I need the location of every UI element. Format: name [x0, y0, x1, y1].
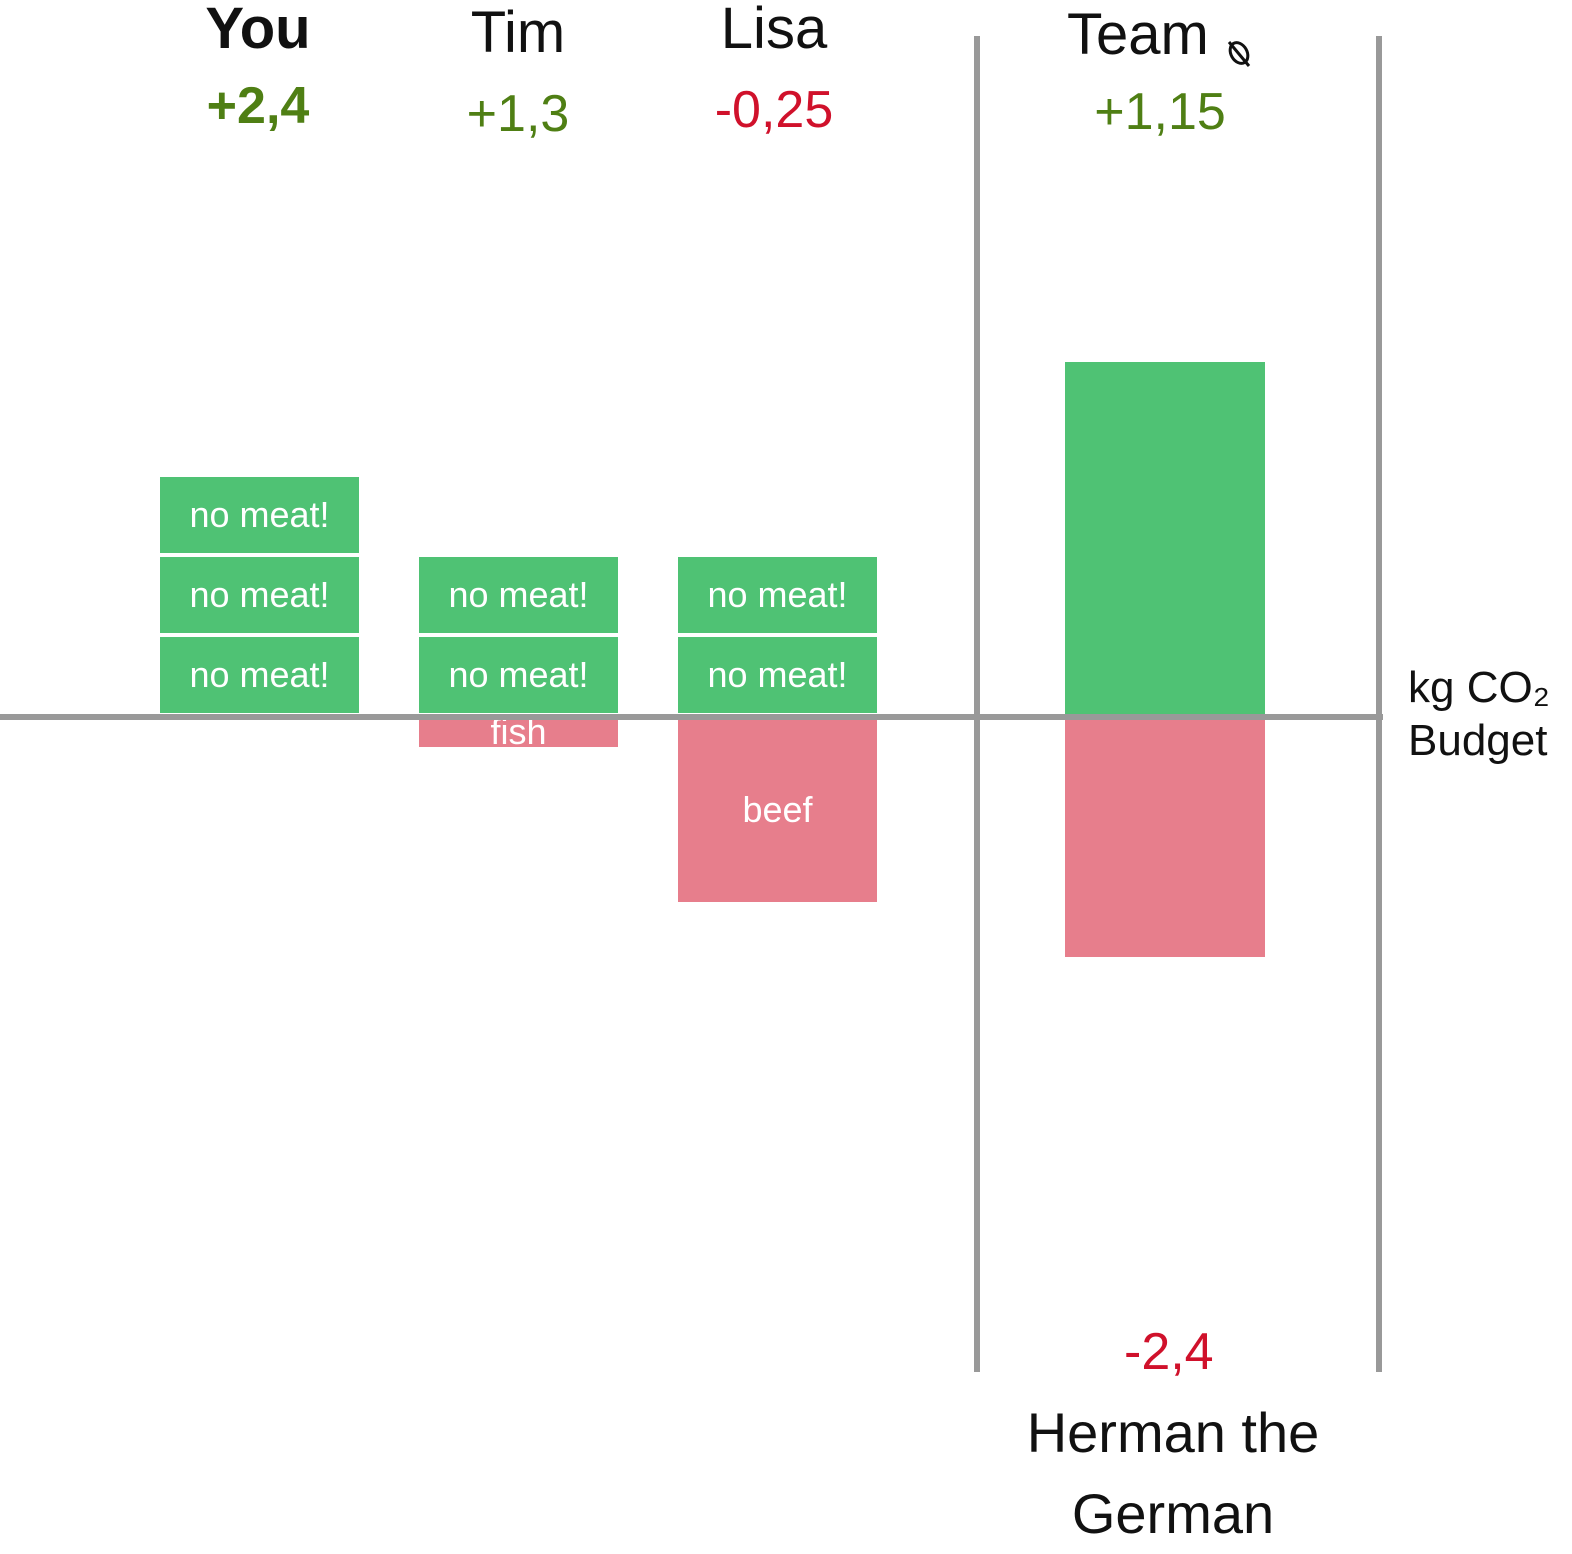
zero-axis-line: [0, 714, 1383, 720]
bar-tim-1: no meat!: [419, 557, 618, 633]
player-name-lisa: Lisa: [720, 0, 828, 61]
player-score-lisa: -0,25: [714, 81, 834, 139]
bar-label: no meat!: [448, 654, 589, 695]
header-lisa: Lisa -0,25: [634, 0, 914, 136]
bar-you-0: no meat!: [160, 637, 359, 713]
header-you: You +2,4: [118, 0, 398, 132]
team-divider-left: [974, 36, 980, 1372]
bar-label: no meat!: [448, 574, 589, 615]
axis-label-line1: kg CO₂: [1408, 663, 1550, 712]
team-name-row: Team: [1020, 6, 1300, 67]
player-score-you: +2,4: [206, 77, 310, 135]
herman-name-line2: German: [1071, 1482, 1275, 1546]
bar-you-1: no meat!: [160, 557, 359, 633]
bar-label: no meat!: [189, 574, 330, 615]
team-score: +1,15: [1094, 83, 1226, 141]
bar-label: no meat!: [707, 654, 848, 695]
bar-label: no meat!: [189, 654, 330, 695]
bar-label: no meat!: [189, 494, 330, 535]
broken-link-icon: [1225, 22, 1253, 67]
herman-label: Herman the German: [1000, 1392, 1346, 1554]
axis-label: kg CO₂ Budget: [1408, 662, 1550, 768]
bar-label: no meat!: [707, 574, 848, 615]
bar-lisa-0: no meat!: [678, 637, 877, 713]
player-name-tim: Tim: [470, 0, 566, 65]
bar-tim-0: no meat!: [419, 637, 618, 713]
team-name: Team: [1067, 2, 1209, 67]
bar-lisa-2: beef: [678, 717, 877, 902]
bar-you-2: no meat!: [160, 477, 359, 553]
bar-lisa-1: no meat!: [678, 557, 877, 633]
header-team: Team +1,15: [1020, 6, 1300, 138]
player-score-tim: +1,3: [466, 85, 570, 143]
bar-tim-2: fish: [419, 711, 618, 752]
player-name-you: You: [205, 0, 311, 61]
herman-score: -2,4: [1124, 1323, 1214, 1381]
bar-team-1: [1065, 717, 1265, 957]
axis-label-line2: Budget: [1408, 715, 1548, 765]
herman-name-line1: Herman the: [1026, 1401, 1320, 1464]
header-tim: Tim +1,3: [378, 0, 658, 143]
team-divider-right: [1376, 36, 1382, 1372]
bar-team-0: [1065, 362, 1265, 717]
bar-label: beef: [742, 788, 813, 830]
